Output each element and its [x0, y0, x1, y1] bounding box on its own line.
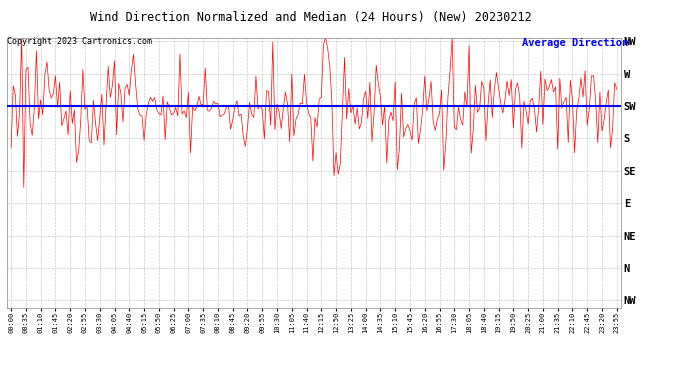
Text: Average Direction: Average Direction [522, 38, 628, 48]
Text: Wind Direction Normalized and Median (24 Hours) (New) 20230212: Wind Direction Normalized and Median (24… [90, 11, 531, 24]
Text: Copyright 2023 Cartronics.com: Copyright 2023 Cartronics.com [7, 38, 152, 46]
